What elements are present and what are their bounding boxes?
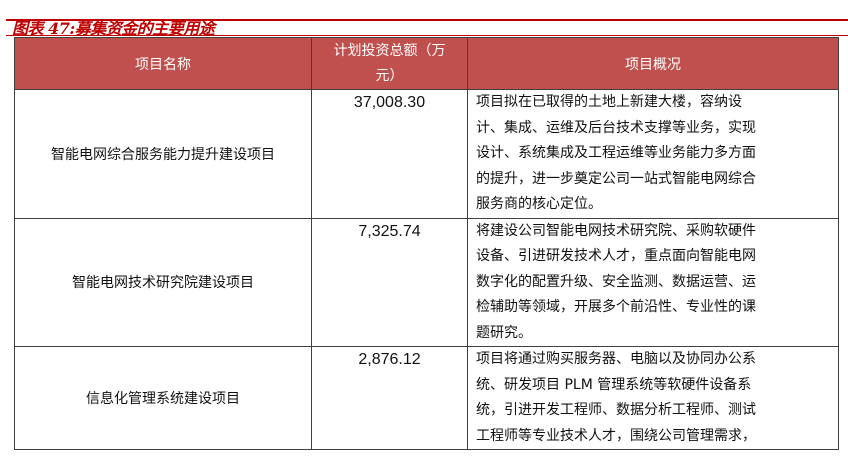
project-overview: 项目拟在已取得的土地上新建大楼，容纳设 计、集成、运维及后台技术支撑等业务，实现设… [467, 89, 839, 219]
project-overview: 项目将通过购买服务器、电脑以及协同办公系 统、研发项目 PLM 管理系统等软硬件设… [467, 346, 839, 450]
header-amount: 计划投资总额（万 元） [311, 37, 468, 90]
title-rule [6, 35, 848, 36]
project-name: 智能电网技术研究院建设项目 [14, 217, 312, 347]
header-overview: 项目概况 [467, 37, 839, 90]
table-row: 智能电网技术研究院建设项目 7,325.74 将建设公司智能电网技术研究院、采购… [14, 217, 839, 347]
project-amount: 2,876.12 [311, 346, 468, 450]
project-amount: 37,008.30 [311, 89, 468, 219]
table-header: 项目名称 计划投资总额（万 元） 项目概况 [14, 37, 839, 90]
top-rule [6, 19, 848, 21]
project-overview: 将建设公司智能电网技术研究院、采购软硬件 设备、引进研发技术人才，重点面向智能电网… [467, 217, 839, 347]
fund-usage-table: 项目名称 计划投资总额（万 元） 项目概况 智能电网综合服务能力提升建设项目 3… [14, 37, 839, 450]
table-row: 信息化管理系统建设项目 2,876.12 项目将通过购买服务器、电脑以及协同办公… [14, 346, 839, 450]
figure-title: 图表 47:募集资金的主要用途 [12, 19, 215, 38]
project-name: 信息化管理系统建设项目 [14, 346, 312, 450]
header-name: 项目名称 [14, 37, 312, 90]
table-row: 智能电网综合服务能力提升建设项目 37,008.30 项目拟在已取得的土地上新建… [14, 89, 839, 219]
project-amount: 7,325.74 [311, 217, 468, 347]
project-name: 智能电网综合服务能力提升建设项目 [14, 89, 312, 219]
